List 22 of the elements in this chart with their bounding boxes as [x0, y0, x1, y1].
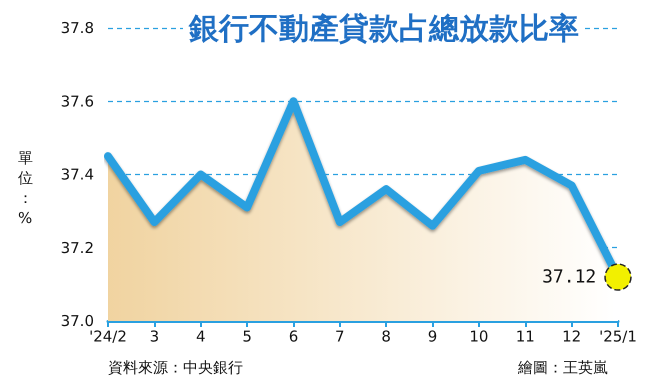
- chart-title: 銀行不動產貸款占總放款比率: [188, 12, 579, 46]
- data-label: 37.12: [542, 266, 596, 288]
- x-tick-label: '25/1: [599, 328, 637, 346]
- x-tick-label: 3: [150, 328, 160, 346]
- y-axis-title: 單位：%: [18, 149, 33, 227]
- source-note: 資料來源：中央銀行: [108, 358, 243, 376]
- y-tick-label: 37.0: [60, 312, 94, 330]
- x-tick-label: 8: [381, 328, 391, 346]
- y-tick-label: 37.8: [60, 19, 94, 37]
- x-tick-label: 9: [428, 328, 438, 346]
- x-tick-label: '24/2: [89, 328, 127, 346]
- x-tick-label: 5: [242, 328, 252, 346]
- x-tick-label: 7: [335, 328, 345, 346]
- x-tick-label: 10: [469, 328, 488, 346]
- y-tick-label: 37.2: [60, 238, 94, 257]
- text: 繪圖：王英嵐: [517, 358, 608, 376]
- x-tick-label: 12: [562, 328, 582, 346]
- x-tick-label: 6: [288, 328, 298, 346]
- x-tick-label: 4: [196, 328, 206, 346]
- x-tick-label: 11: [516, 328, 535, 346]
- y-tick-label: 37.4: [60, 166, 94, 184]
- y-tick-label: 37.6: [60, 92, 94, 110]
